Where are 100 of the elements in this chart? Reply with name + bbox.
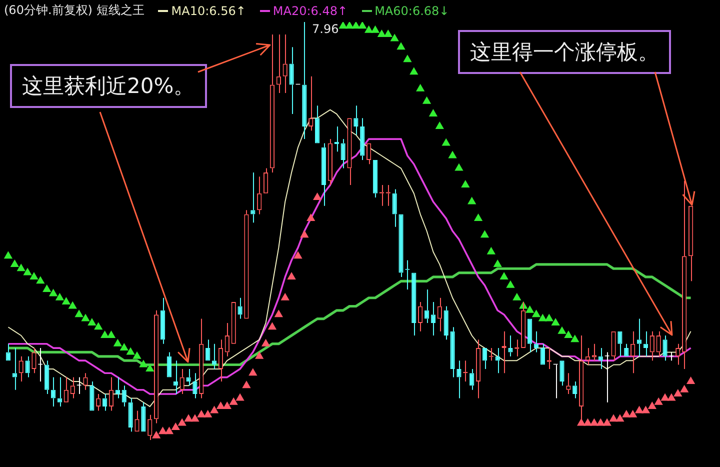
candlestick bbox=[122, 385, 126, 408]
point bbox=[480, 230, 489, 238]
candlestick bbox=[412, 272, 416, 336]
point bbox=[262, 339, 270, 346]
candlestick bbox=[456, 360, 462, 399]
point bbox=[75, 310, 84, 318]
point bbox=[313, 193, 322, 200]
point bbox=[545, 314, 554, 322]
candlestick bbox=[192, 372, 198, 399]
chart-title: (60分钟.前复权) 短线之王 bbox=[4, 2, 144, 19]
point bbox=[216, 402, 225, 410]
candlestick bbox=[166, 352, 172, 378]
point bbox=[172, 422, 180, 430]
point bbox=[668, 394, 676, 401]
candlestick bbox=[392, 188, 397, 228]
point bbox=[152, 431, 160, 438]
candlestick bbox=[482, 348, 488, 370]
candlestick bbox=[83, 372, 88, 390]
candlestick bbox=[44, 360, 50, 395]
point bbox=[628, 410, 637, 418]
candlestick bbox=[470, 368, 474, 390]
point bbox=[558, 326, 566, 334]
point bbox=[590, 418, 598, 426]
point bbox=[648, 402, 656, 410]
point bbox=[94, 322, 102, 330]
candlestick bbox=[206, 339, 210, 361]
point bbox=[36, 276, 44, 284]
candlestick bbox=[688, 206, 694, 282]
candlestick bbox=[218, 339, 224, 382]
legend-label: MA10:6.56↑ bbox=[171, 4, 246, 18]
candlestick bbox=[360, 118, 365, 160]
point bbox=[570, 335, 579, 342]
point bbox=[674, 390, 682, 397]
candlestick bbox=[508, 335, 513, 357]
point bbox=[17, 264, 26, 272]
candlestick bbox=[624, 343, 629, 356]
candlestick bbox=[199, 318, 204, 399]
point bbox=[500, 272, 508, 280]
candlestick bbox=[347, 118, 352, 186]
point bbox=[512, 293, 521, 300]
point bbox=[114, 339, 122, 346]
point bbox=[62, 298, 70, 305]
candlestick bbox=[618, 331, 622, 357]
point bbox=[436, 122, 444, 129]
candlestick bbox=[372, 160, 378, 198]
point bbox=[468, 197, 476, 204]
point bbox=[635, 406, 644, 414]
candlestick bbox=[32, 348, 36, 374]
candlestick bbox=[141, 402, 146, 432]
point bbox=[68, 302, 77, 309]
candlestick bbox=[398, 214, 404, 278]
candlestick bbox=[676, 343, 680, 366]
point bbox=[654, 398, 663, 405]
point bbox=[410, 68, 418, 75]
candlestick bbox=[96, 394, 101, 412]
candlestick bbox=[18, 356, 24, 382]
point bbox=[139, 360, 148, 368]
candlestick bbox=[527, 318, 532, 353]
point bbox=[82, 314, 90, 322]
point bbox=[552, 318, 560, 326]
point bbox=[661, 394, 669, 401]
candlestick bbox=[270, 34, 275, 173]
candlestick bbox=[224, 322, 230, 357]
candlestick bbox=[418, 302, 423, 332]
point bbox=[24, 268, 32, 276]
point bbox=[255, 352, 264, 359]
candlestick bbox=[424, 289, 430, 324]
point bbox=[429, 109, 438, 116]
candlestick bbox=[302, 22, 307, 140]
candlestick bbox=[650, 330, 654, 362]
candlestick bbox=[282, 34, 288, 94]
annotation: 7.96 bbox=[312, 22, 339, 36]
point bbox=[416, 84, 424, 92]
candlestick bbox=[476, 339, 481, 399]
candlestick bbox=[450, 326, 455, 378]
candlestick bbox=[102, 394, 108, 412]
candlestick bbox=[25, 356, 30, 378]
candlestick bbox=[263, 168, 268, 194]
annotation: 这里获利近20%。 bbox=[10, 64, 207, 108]
candlestick bbox=[70, 376, 75, 399]
candlestick bbox=[560, 360, 564, 386]
point bbox=[442, 138, 450, 146]
point bbox=[487, 247, 496, 254]
point bbox=[223, 402, 232, 410]
point bbox=[474, 214, 482, 221]
point bbox=[107, 331, 116, 338]
point bbox=[158, 427, 167, 434]
candlestick bbox=[308, 76, 314, 132]
point bbox=[378, 30, 386, 38]
candlestick bbox=[540, 343, 545, 365]
point bbox=[526, 306, 534, 313]
point bbox=[133, 352, 141, 359]
point bbox=[577, 418, 586, 426]
point bbox=[248, 368, 257, 376]
point bbox=[242, 381, 250, 388]
candlestick bbox=[257, 176, 262, 215]
point bbox=[686, 376, 695, 384]
point bbox=[564, 331, 572, 338]
point bbox=[371, 26, 380, 33]
candlestick bbox=[430, 302, 436, 336]
